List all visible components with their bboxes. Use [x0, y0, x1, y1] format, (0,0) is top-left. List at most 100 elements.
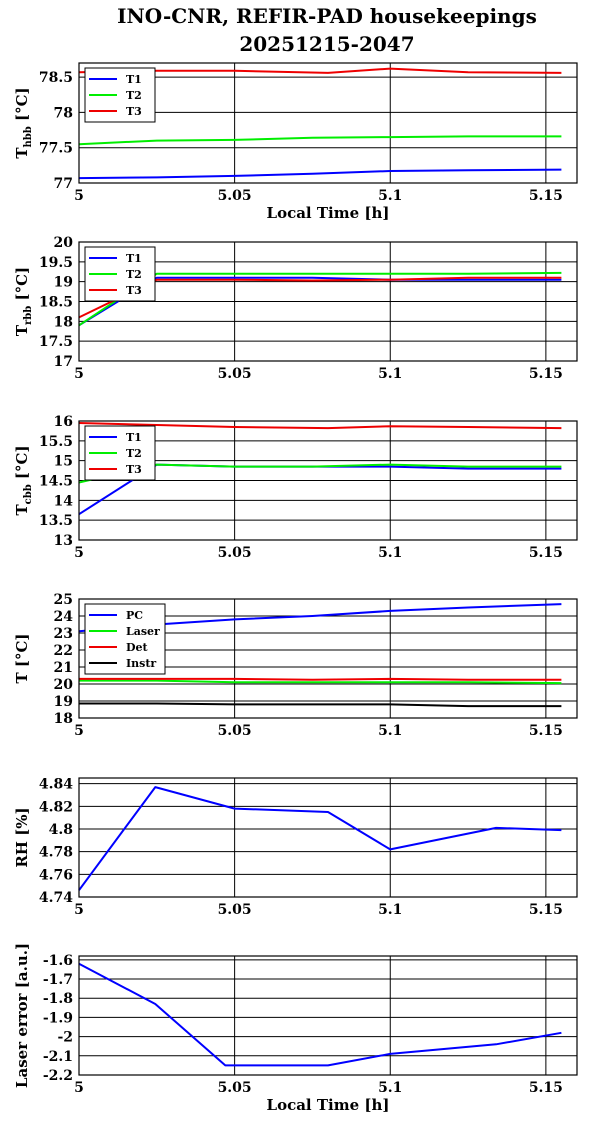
axes-frame	[78, 955, 578, 1076]
x-tick-label: 5.1	[378, 545, 402, 561]
panel-1: 5 5.05 5.1 5.15 77 77.5 78 78.5 Thbb [°C] Local T…	[13, 62, 578, 222]
axes-frame	[78, 420, 578, 541]
x-tick-label: 5	[74, 188, 84, 204]
x-tick-label: 5.15	[529, 366, 563, 382]
axes-frame	[78, 241, 578, 362]
series-line-laser	[79, 679, 562, 685]
series-line-t3	[78, 276, 562, 319]
y-axis-label: Laser error [a.u.]	[13, 943, 31, 1088]
y-tick-label: 15	[54, 454, 73, 470]
x-tick-label: 5	[74, 1080, 84, 1096]
legend-label: T2	[126, 268, 142, 281]
y-tick-label: 4.76	[39, 867, 73, 883]
x-tick-label: 5.05	[218, 545, 252, 561]
y-axis-label: RH [%]	[13, 807, 31, 867]
axes-frame	[78, 598, 578, 719]
y-tick-label: -2	[57, 1030, 73, 1046]
series-line-instr	[79, 702, 562, 708]
y-tick-label: 78	[54, 105, 73, 121]
y-tick-label: 19	[54, 694, 73, 710]
x-tick-label: 5.15	[529, 1080, 563, 1096]
legend-label: T3	[126, 284, 142, 297]
legend-label: T1	[126, 73, 142, 86]
legend: T1 T2 T3	[84, 67, 156, 123]
legend-box	[84, 67, 156, 123]
y-tick-label: 18.5	[39, 295, 73, 311]
figure-title-line2: 20251215-2047	[239, 32, 414, 56]
y-tick-label: 14	[54, 493, 74, 509]
legend-label: T1	[126, 431, 142, 444]
series-line-t2	[78, 271, 562, 327]
y-tick-label: 21	[54, 660, 73, 676]
y-axis-label: Tcbb [°C]	[13, 445, 34, 515]
x-tick-label: 5.1	[378, 1080, 402, 1096]
legend-label: T2	[126, 447, 142, 460]
series-line-data	[78, 786, 562, 891]
series-line-t2	[78, 135, 562, 146]
legend-label: PC	[126, 609, 143, 622]
y-tick-label: 20	[54, 677, 74, 693]
x-tick-label: 5.1	[378, 723, 402, 739]
x-tick-label: 5.15	[529, 902, 563, 918]
y-tick-label: 4.78	[39, 845, 73, 861]
y-tick-label: 22	[54, 643, 73, 659]
y-tick-label: 17	[54, 354, 73, 370]
axes-frame	[78, 62, 578, 184]
x-axis-label: Local Time [h]	[267, 204, 390, 222]
x-tick-label: 5.15	[529, 545, 563, 561]
y-tick-label: 19.5	[39, 255, 73, 271]
y-tick-label: 16	[54, 414, 73, 430]
x-tick-label: 5.05	[218, 1080, 252, 1096]
legend-label: Laser	[126, 625, 160, 638]
y-tick-label: 13.5	[39, 513, 73, 529]
y-tick-label: 23	[54, 626, 73, 642]
x-tick-label: 5	[74, 545, 84, 561]
y-tick-label: 25	[54, 592, 73, 608]
y-tick-label: 4.74	[39, 890, 73, 906]
y-axis-label: Thbb [°C]	[13, 87, 34, 158]
series-line-t2	[78, 463, 562, 484]
axes-frame	[78, 777, 578, 898]
legend: PC Laser Det Instr	[84, 603, 166, 675]
series-line-t1	[78, 276, 562, 327]
legend-label: T1	[126, 252, 142, 265]
y-tick-label: -1.6	[43, 953, 73, 969]
panel-5: 5 5.05 5.1 5.15 4.74 4.76 4.78 4.8 4.82 4.84 RH [%…	[13, 777, 578, 918]
panel-6: 5 5.05 5.1 5.15 -2.2 -2.1 -2 -1.9 -1.8 -1.7 -1.6 La…	[13, 943, 578, 1114]
x-tick-label: 5.1	[378, 366, 402, 382]
series-line-t1	[78, 168, 562, 180]
y-tick-label: 78.5	[39, 70, 73, 86]
y-tick-label: -2.2	[43, 1068, 73, 1084]
series-line-det	[79, 677, 562, 681]
panel-2: 5 5.05 5.1 5.15 17 17.5 18 18.5 19 19.5 20 Trbb [°C…	[13, 235, 578, 382]
series-line-data	[78, 962, 562, 1067]
y-tick-label: 17.5	[39, 334, 73, 350]
y-tick-label: 18	[54, 314, 73, 330]
legend-label: Det	[126, 641, 149, 654]
legend-label: T3	[126, 105, 142, 118]
x-tick-label: 5.05	[218, 723, 252, 739]
y-tick-label: 19	[54, 275, 73, 291]
x-axis-label: Local Time [h]	[267, 1096, 390, 1114]
y-tick-label: -1.8	[43, 991, 73, 1007]
panel-3: 5 5.05 5.1 5.15 13 13.5 14 14.5 15 15.5 16 Tcbb [°C…	[13, 414, 578, 561]
y-tick-label: 13	[54, 533, 73, 549]
y-tick-label: -1.7	[43, 972, 73, 988]
x-tick-label: 5.15	[529, 723, 563, 739]
y-tick-label: -1.9	[43, 1010, 73, 1026]
legend-label: T2	[126, 89, 142, 102]
x-tick-label: 5.05	[218, 902, 252, 918]
x-tick-label: 5.15	[529, 188, 563, 204]
y-tick-label: 77.5	[39, 141, 73, 157]
x-tick-label: 5.1	[378, 188, 402, 204]
series-line-t3	[78, 422, 562, 430]
y-axis-label: Trbb [°C]	[13, 267, 34, 336]
legend-label: Instr	[126, 657, 156, 670]
y-tick-label: 77	[54, 176, 73, 192]
series-line-t3	[78, 67, 562, 74]
legend: T1 T2 T3	[84, 246, 156, 302]
x-tick-label: 5.05	[218, 366, 252, 382]
y-tick-label: 4.82	[39, 799, 73, 815]
